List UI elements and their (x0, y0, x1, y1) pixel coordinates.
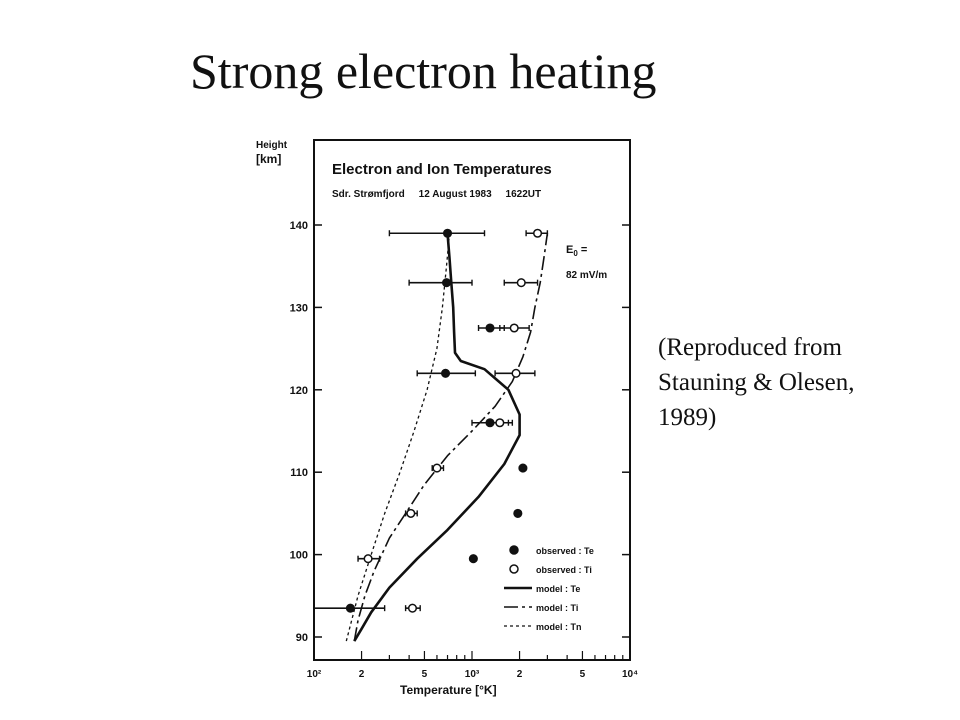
field-annotation: E0 = 82 mV/m (566, 244, 607, 281)
slide-title: Strong electron heating (190, 43, 657, 99)
x-tick-label: 2 (359, 669, 365, 680)
caption-line: Stauning & Olesen, (658, 369, 855, 396)
observed-ti-point (432, 463, 442, 473)
y-tick-label: 140 (290, 220, 308, 232)
caption-line: (Reproduced from (658, 334, 842, 361)
x-tick-label: 10³ (465, 669, 480, 680)
y-tick-label: 110 (290, 467, 308, 479)
observed-ti-point (495, 418, 505, 428)
y-tick-label: 90 (296, 632, 308, 644)
model-curve (353, 233, 549, 642)
caption-line: 1989) (658, 404, 717, 431)
y-tick-label: 100 (290, 550, 308, 562)
chart-subtitle: Sdr. Strømfjord 12 August 1983 1622UT (332, 189, 541, 200)
legend-label: observed : Ti (536, 565, 592, 575)
observed-te-point (468, 554, 478, 564)
observed-ti-point (407, 603, 418, 613)
observed-te-point (513, 508, 523, 518)
observed-ti-point (509, 323, 519, 333)
svg-text:E0 =: E0 = (566, 244, 587, 258)
y-tick-label: 120 (290, 385, 308, 397)
plot-frame (313, 139, 631, 661)
legend-label: model : Ti (536, 603, 578, 613)
y-axis-label-height: Height (256, 140, 288, 151)
observed-te-point (441, 278, 452, 288)
observed-ti-point (406, 508, 416, 518)
observed-ti-point (363, 554, 373, 564)
observed-ti-point (511, 368, 521, 378)
y-axis-label-unit: [km] (256, 152, 281, 166)
model-curve (345, 233, 451, 642)
x-tick-label: 10² (307, 669, 322, 680)
observed-ti-point (533, 228, 543, 238)
legend-label: observed : Te (536, 546, 594, 556)
model-curve (353, 233, 521, 642)
y-tick-label: 130 (290, 302, 308, 314)
svg-text:82 mV/m: 82 mV/m (566, 270, 607, 281)
x-tick-label: 5 (580, 669, 586, 680)
observed-te-point (518, 463, 528, 473)
observed-te-point (485, 323, 495, 333)
x-tick-label: 2 (517, 669, 523, 680)
observed-ti-point (516, 278, 526, 288)
legend-label: model : Tn (536, 622, 582, 632)
x-tick-label: 5 (422, 669, 428, 680)
x-tick-label: 10⁴ (622, 669, 638, 680)
observed-te-point (440, 368, 451, 378)
legend-swatch (509, 564, 519, 574)
legend-swatch (509, 545, 519, 555)
chart-title: Electron and Ion Temperatures (332, 161, 552, 178)
observed-te-point (345, 603, 355, 613)
observed-te-point (442, 228, 453, 238)
source-caption: (Reproduced from Stauning & Olesen, 1989… (658, 330, 855, 435)
legend-label: model : Te (536, 584, 580, 594)
x-axis-label: Temperature [°K] (400, 683, 497, 697)
